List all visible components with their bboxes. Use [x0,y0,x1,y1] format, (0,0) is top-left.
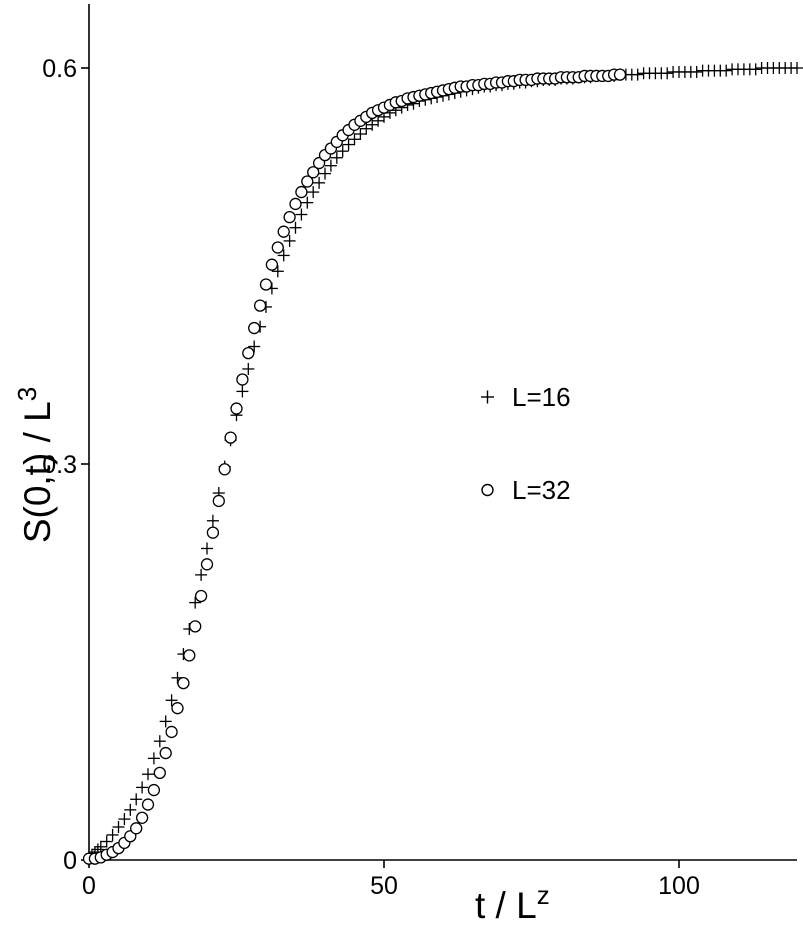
data-point-l16 [661,67,674,80]
data-point-l32 [242,346,255,360]
data-point-l16 [336,145,349,158]
y-ticks: 0 0.3 0.6 [42,55,89,875]
data-point-l32 [165,725,178,739]
data-point-l32 [295,185,308,199]
data-point-l16 [631,68,644,81]
x-tick-label: 100 [658,872,700,900]
series-l32 [82,68,627,865]
data-point-l32 [301,175,314,188]
data-point-l16 [749,63,762,76]
data-point-l16 [342,138,355,151]
data-point-l16 [720,64,733,77]
data-point-l32 [613,68,627,81]
data-point-l16 [301,196,314,209]
data-point-l16 [324,159,337,172]
data-point-l16 [236,385,249,398]
data-point-l32 [253,299,267,312]
data-point-l16 [319,167,331,180]
x-tick-label: 0 [82,872,96,900]
data-point-l32 [135,811,149,824]
data-point-l16 [348,133,361,146]
data-point-l16 [118,813,131,826]
data-point-l32 [271,241,284,254]
data-point-l16 [330,151,343,164]
y-axis-title-sup: 3 [12,387,42,401]
x-axis-title-main: t / L [475,885,537,926]
data-point-l32 [183,649,196,662]
data-point-l32 [130,822,143,835]
data-point-l16 [159,715,172,728]
data-point-l16 [307,186,320,199]
data-point-l16 [289,221,302,234]
data-point-l16 [106,828,119,841]
y-tick-label: 0 [63,847,77,875]
axes [88,4,797,861]
data-point-l16 [189,596,202,609]
legend-label-l16: L=16 [512,382,571,412]
data-point-l32 [307,166,320,179]
data-point-l16 [313,176,326,189]
data-point-l16 [791,62,803,74]
data-point-l32 [289,197,302,211]
x-axis-title: t / Lz [475,880,550,926]
data-point-l16 [153,735,166,748]
data-point-l16 [271,265,284,278]
data-point-l32 [224,431,237,444]
data-point-l32 [200,558,214,571]
data-point-l16 [136,781,149,794]
data-point-l16 [242,362,255,375]
x-ticks: 0 50 100 [82,860,700,900]
data-point-l16 [112,821,125,833]
x-tick-label: 50 [370,872,398,900]
data-point-l32 [265,258,279,271]
data-point-l32 [153,766,166,780]
data-point-l32 [230,402,243,415]
x-axis-title-sup: z [537,880,550,910]
data-point-l16 [142,768,154,781]
data-point-l16 [147,752,160,765]
y-axis-title-main: S(0,t) / L [17,401,58,543]
data-point-l32 [283,211,296,224]
data-point-l16 [690,65,703,78]
data-point-l16 [124,803,137,816]
data-point-l32 [194,589,208,603]
data-point-l16 [277,249,290,262]
data-point-l32 [218,463,231,476]
data-point-l32 [147,783,161,797]
data-point-l32 [236,373,249,386]
data-point-l16 [295,208,308,221]
data-point-l32 [189,620,202,633]
legend-item-l16: L=16 [481,382,571,412]
y-axis-title: S(0,t) / L3 [12,387,58,543]
legend-label-l32: L=32 [512,475,571,505]
data-point-l32 [248,321,261,335]
data-point-l16 [94,840,107,853]
y-tick-label: 0.6 [42,55,77,83]
data-point-l16 [201,542,213,555]
data-point-l16 [283,234,296,247]
series-l16 [85,62,803,861]
data-point-l32 [171,702,184,715]
data-point-l16 [354,128,367,140]
data-point-l32 [277,225,290,238]
data-point-l16 [248,340,261,353]
legend-marker-plus [481,390,494,404]
data-point-l16 [130,793,143,806]
data-point-l16 [206,514,219,527]
data-point-l32 [206,526,220,539]
legend: L=16 L=32 [481,382,571,505]
data-point-l16 [195,568,208,581]
data-point-l32 [177,676,190,690]
legend-item-l32: L=32 [481,475,571,505]
y-tick-label: 0.3 [42,451,77,479]
data-point-l32 [141,798,155,811]
data-point-l32 [159,746,172,760]
data-point-l32 [259,278,273,291]
data-point-l32 [212,494,225,508]
data-point-l16 [165,694,178,707]
data-point-l16 [100,835,113,848]
legend-marker-circle [481,483,494,497]
